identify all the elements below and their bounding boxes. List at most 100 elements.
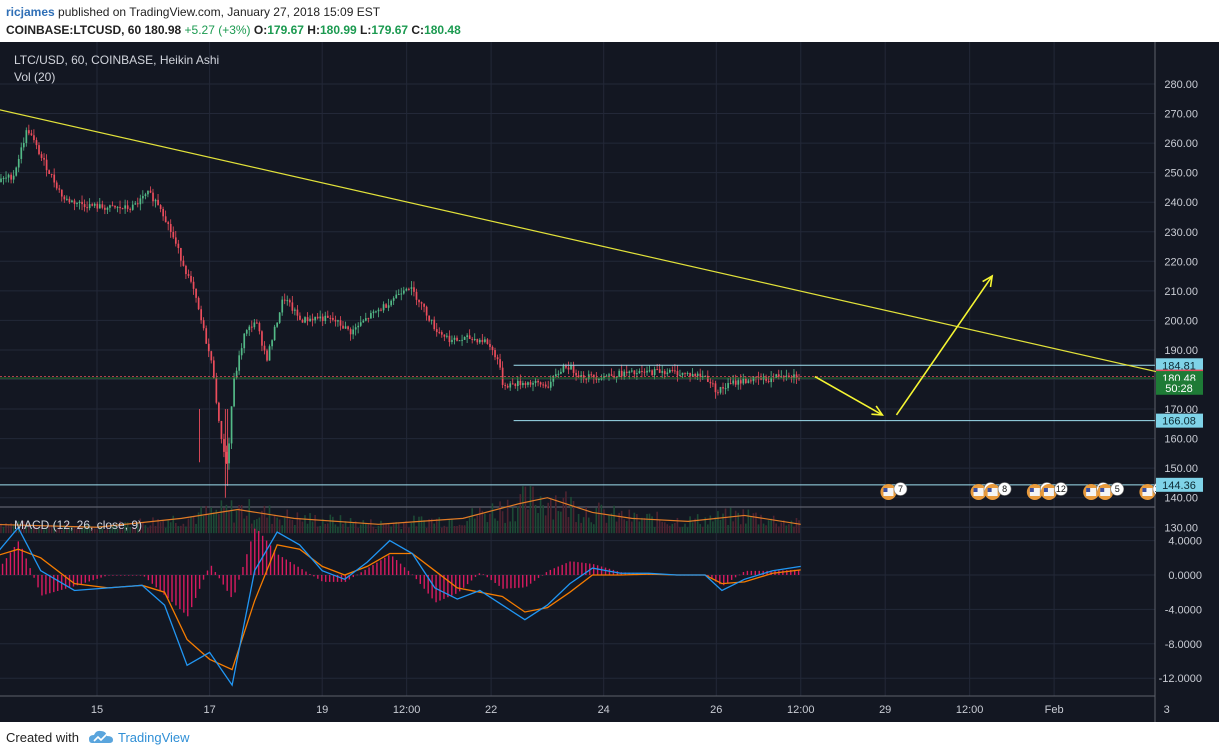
volume-bar xyxy=(489,513,491,534)
candle-body xyxy=(636,373,638,375)
volume-bar xyxy=(76,528,78,534)
tradingview-brand-link[interactable]: TradingView xyxy=(118,730,190,745)
volume-bar xyxy=(375,528,377,534)
volume-bar xyxy=(268,505,271,534)
volume-bar xyxy=(506,499,509,534)
author-link[interactable]: ricjames xyxy=(6,5,55,19)
candle-body xyxy=(593,374,595,378)
volume-bar xyxy=(443,525,446,534)
volume-bar xyxy=(704,517,707,534)
candle-body xyxy=(661,371,664,373)
event-count-bubble[interactable] xyxy=(997,482,1012,496)
candle-body xyxy=(266,350,268,361)
volume-bar xyxy=(605,522,608,534)
candle-body xyxy=(225,451,228,464)
macd-histogram-bar xyxy=(297,566,299,575)
volume-bar xyxy=(364,523,367,534)
candle-body xyxy=(81,201,83,205)
candle-body xyxy=(555,374,557,377)
candle-body xyxy=(413,287,415,292)
event-count-bubble[interactable] xyxy=(893,482,908,496)
macd-histogram-bar xyxy=(750,570,753,575)
volume-bar xyxy=(408,527,410,534)
macd-histogram-bar xyxy=(498,575,500,586)
candle-body xyxy=(448,335,451,343)
macd-histogram-bar xyxy=(155,575,157,588)
macd-histogram-bar xyxy=(84,575,87,583)
volume-bar xyxy=(316,526,319,534)
volume-bar xyxy=(200,506,202,534)
volume-bar xyxy=(207,514,210,534)
macd-histogram-bar xyxy=(175,575,177,606)
candle-body xyxy=(15,167,18,176)
candle-body xyxy=(643,371,646,373)
volume-bar xyxy=(742,509,745,534)
candle-body xyxy=(73,200,76,204)
candle-body xyxy=(86,207,89,209)
event-count-bubble[interactable] xyxy=(1054,482,1068,496)
volume-bar xyxy=(109,529,111,534)
macd-histogram-bar xyxy=(790,570,792,575)
event-count-bubble[interactable] xyxy=(1110,482,1125,496)
volume-bar xyxy=(435,518,438,534)
macd-histogram-bar xyxy=(459,575,461,592)
volume-bar xyxy=(471,508,473,534)
volume-bar xyxy=(321,518,324,534)
volume-bar xyxy=(410,522,413,534)
candle-body xyxy=(478,339,481,343)
candle-body xyxy=(463,336,466,340)
macd-histogram-bar xyxy=(258,530,260,575)
candle-body xyxy=(757,376,760,379)
candle-body xyxy=(625,371,628,374)
candle-body xyxy=(557,373,560,375)
macd-histogram-bar xyxy=(226,575,228,591)
time-tick-label: 15 xyxy=(91,704,103,716)
candle-body xyxy=(451,339,453,343)
candle-body xyxy=(111,205,114,207)
candle-body xyxy=(96,203,99,209)
volume-ma-line xyxy=(0,497,801,528)
macd-histogram-bar xyxy=(234,575,236,593)
macd-histogram-bar xyxy=(214,572,217,575)
macd-tick-label: -4.0000 xyxy=(1165,604,1202,616)
volume-bar xyxy=(288,519,291,534)
volume-bar xyxy=(25,526,28,534)
volume-bar xyxy=(185,526,187,534)
volume-bar xyxy=(793,526,795,534)
candle-body xyxy=(334,319,337,322)
chart-canvas[interactable]: 72851229512 280.00270.00260.00250.00240.… xyxy=(0,42,1219,722)
candle-body xyxy=(228,443,230,464)
volume-bar xyxy=(98,525,101,534)
volume-bar xyxy=(134,528,137,534)
volume-bar xyxy=(798,520,800,534)
candle-body xyxy=(747,380,750,384)
macd-histogram-bar xyxy=(403,567,406,575)
candle-body xyxy=(22,142,25,148)
event-badges[interactable]: 72851229512 xyxy=(880,482,1167,501)
candle-body xyxy=(83,204,86,208)
macd-histogram-bar xyxy=(352,575,355,578)
macd-histogram-bar xyxy=(514,575,516,589)
high-value: 180.99 xyxy=(319,23,357,37)
candle-body xyxy=(268,346,271,361)
volume-bar xyxy=(481,510,484,534)
candle-body xyxy=(7,174,10,178)
candle-body xyxy=(484,339,486,342)
macd-pane xyxy=(0,526,801,687)
volume-bar xyxy=(152,517,154,534)
macd-histogram-bar xyxy=(707,575,709,577)
volume-bar xyxy=(311,521,314,534)
volume-bar xyxy=(48,526,50,534)
volume-bar xyxy=(372,526,375,534)
candle-body xyxy=(164,216,167,223)
macd-histogram-bar xyxy=(600,566,603,575)
volume-bar xyxy=(679,527,681,534)
volume-bar xyxy=(22,520,25,534)
candle-body xyxy=(197,297,200,310)
candle-body xyxy=(691,374,694,377)
macd-histogram-bar xyxy=(395,560,398,575)
projection-arrow-head xyxy=(982,274,994,288)
macd-histogram-bar xyxy=(242,566,244,575)
volume-bar xyxy=(180,525,182,534)
volume-bar xyxy=(83,524,86,534)
